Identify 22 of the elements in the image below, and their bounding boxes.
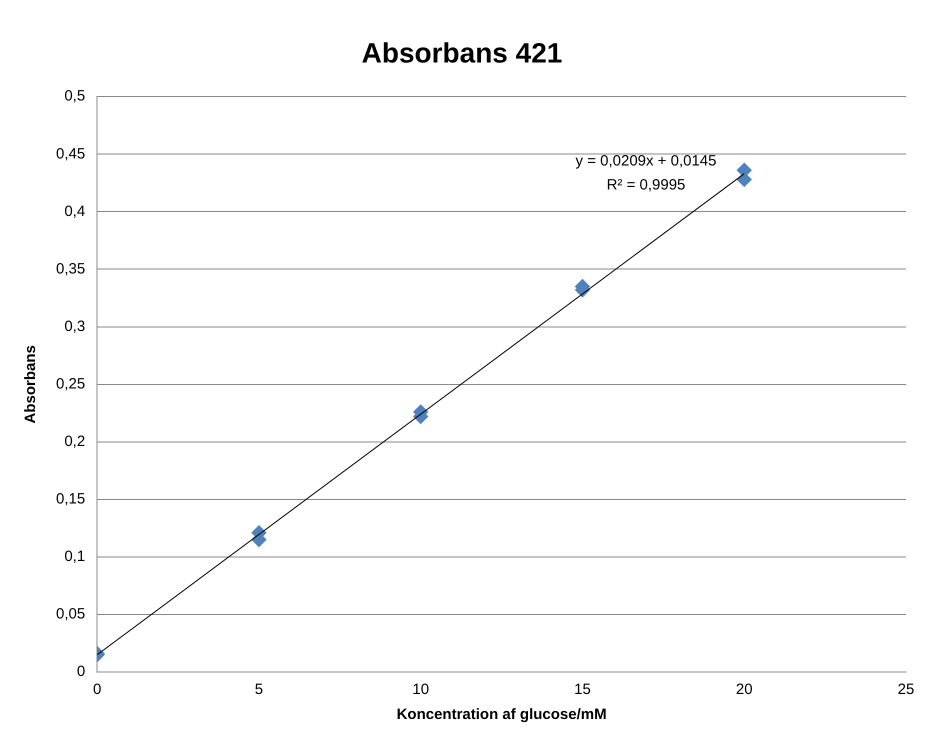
x-tick-label: 0 [93, 681, 102, 698]
x-tick-label: 10 [412, 681, 430, 698]
y-tick-label: 0,15 [56, 490, 86, 508]
y-tick-label: 0 [76, 663, 86, 680]
y-tick-label: 0,1 [64, 548, 86, 566]
x-axis-title: Koncentration af glucose/mM [396, 706, 607, 724]
y-tick-label: 0,3 [64, 318, 86, 335]
y-tick-label: 0,45 [56, 145, 86, 162]
x-tick-label: 25 [898, 681, 914, 698]
x-tick-label: 20 [736, 681, 753, 698]
y-tick-label: 0,35 [56, 260, 86, 278]
y-tick-label: 0,5 [64, 88, 86, 105]
x-tick-label: 15 [574, 681, 591, 698]
annotation: R² = 0,9995 [606, 176, 686, 194]
y-tick-label: 0,25 [56, 375, 86, 392]
chart-title: Absorbans 421 [362, 38, 562, 69]
y-tick-label: 0,05 [56, 606, 86, 623]
y-axis-title: Absorbans [22, 345, 40, 424]
annotation: y = 0,0209x + 0,0145 [576, 152, 716, 170]
x-tick-label: 5 [254, 681, 264, 698]
y-tick-label: 0,4 [64, 202, 86, 220]
y-tick-label: 0,2 [64, 432, 86, 450]
